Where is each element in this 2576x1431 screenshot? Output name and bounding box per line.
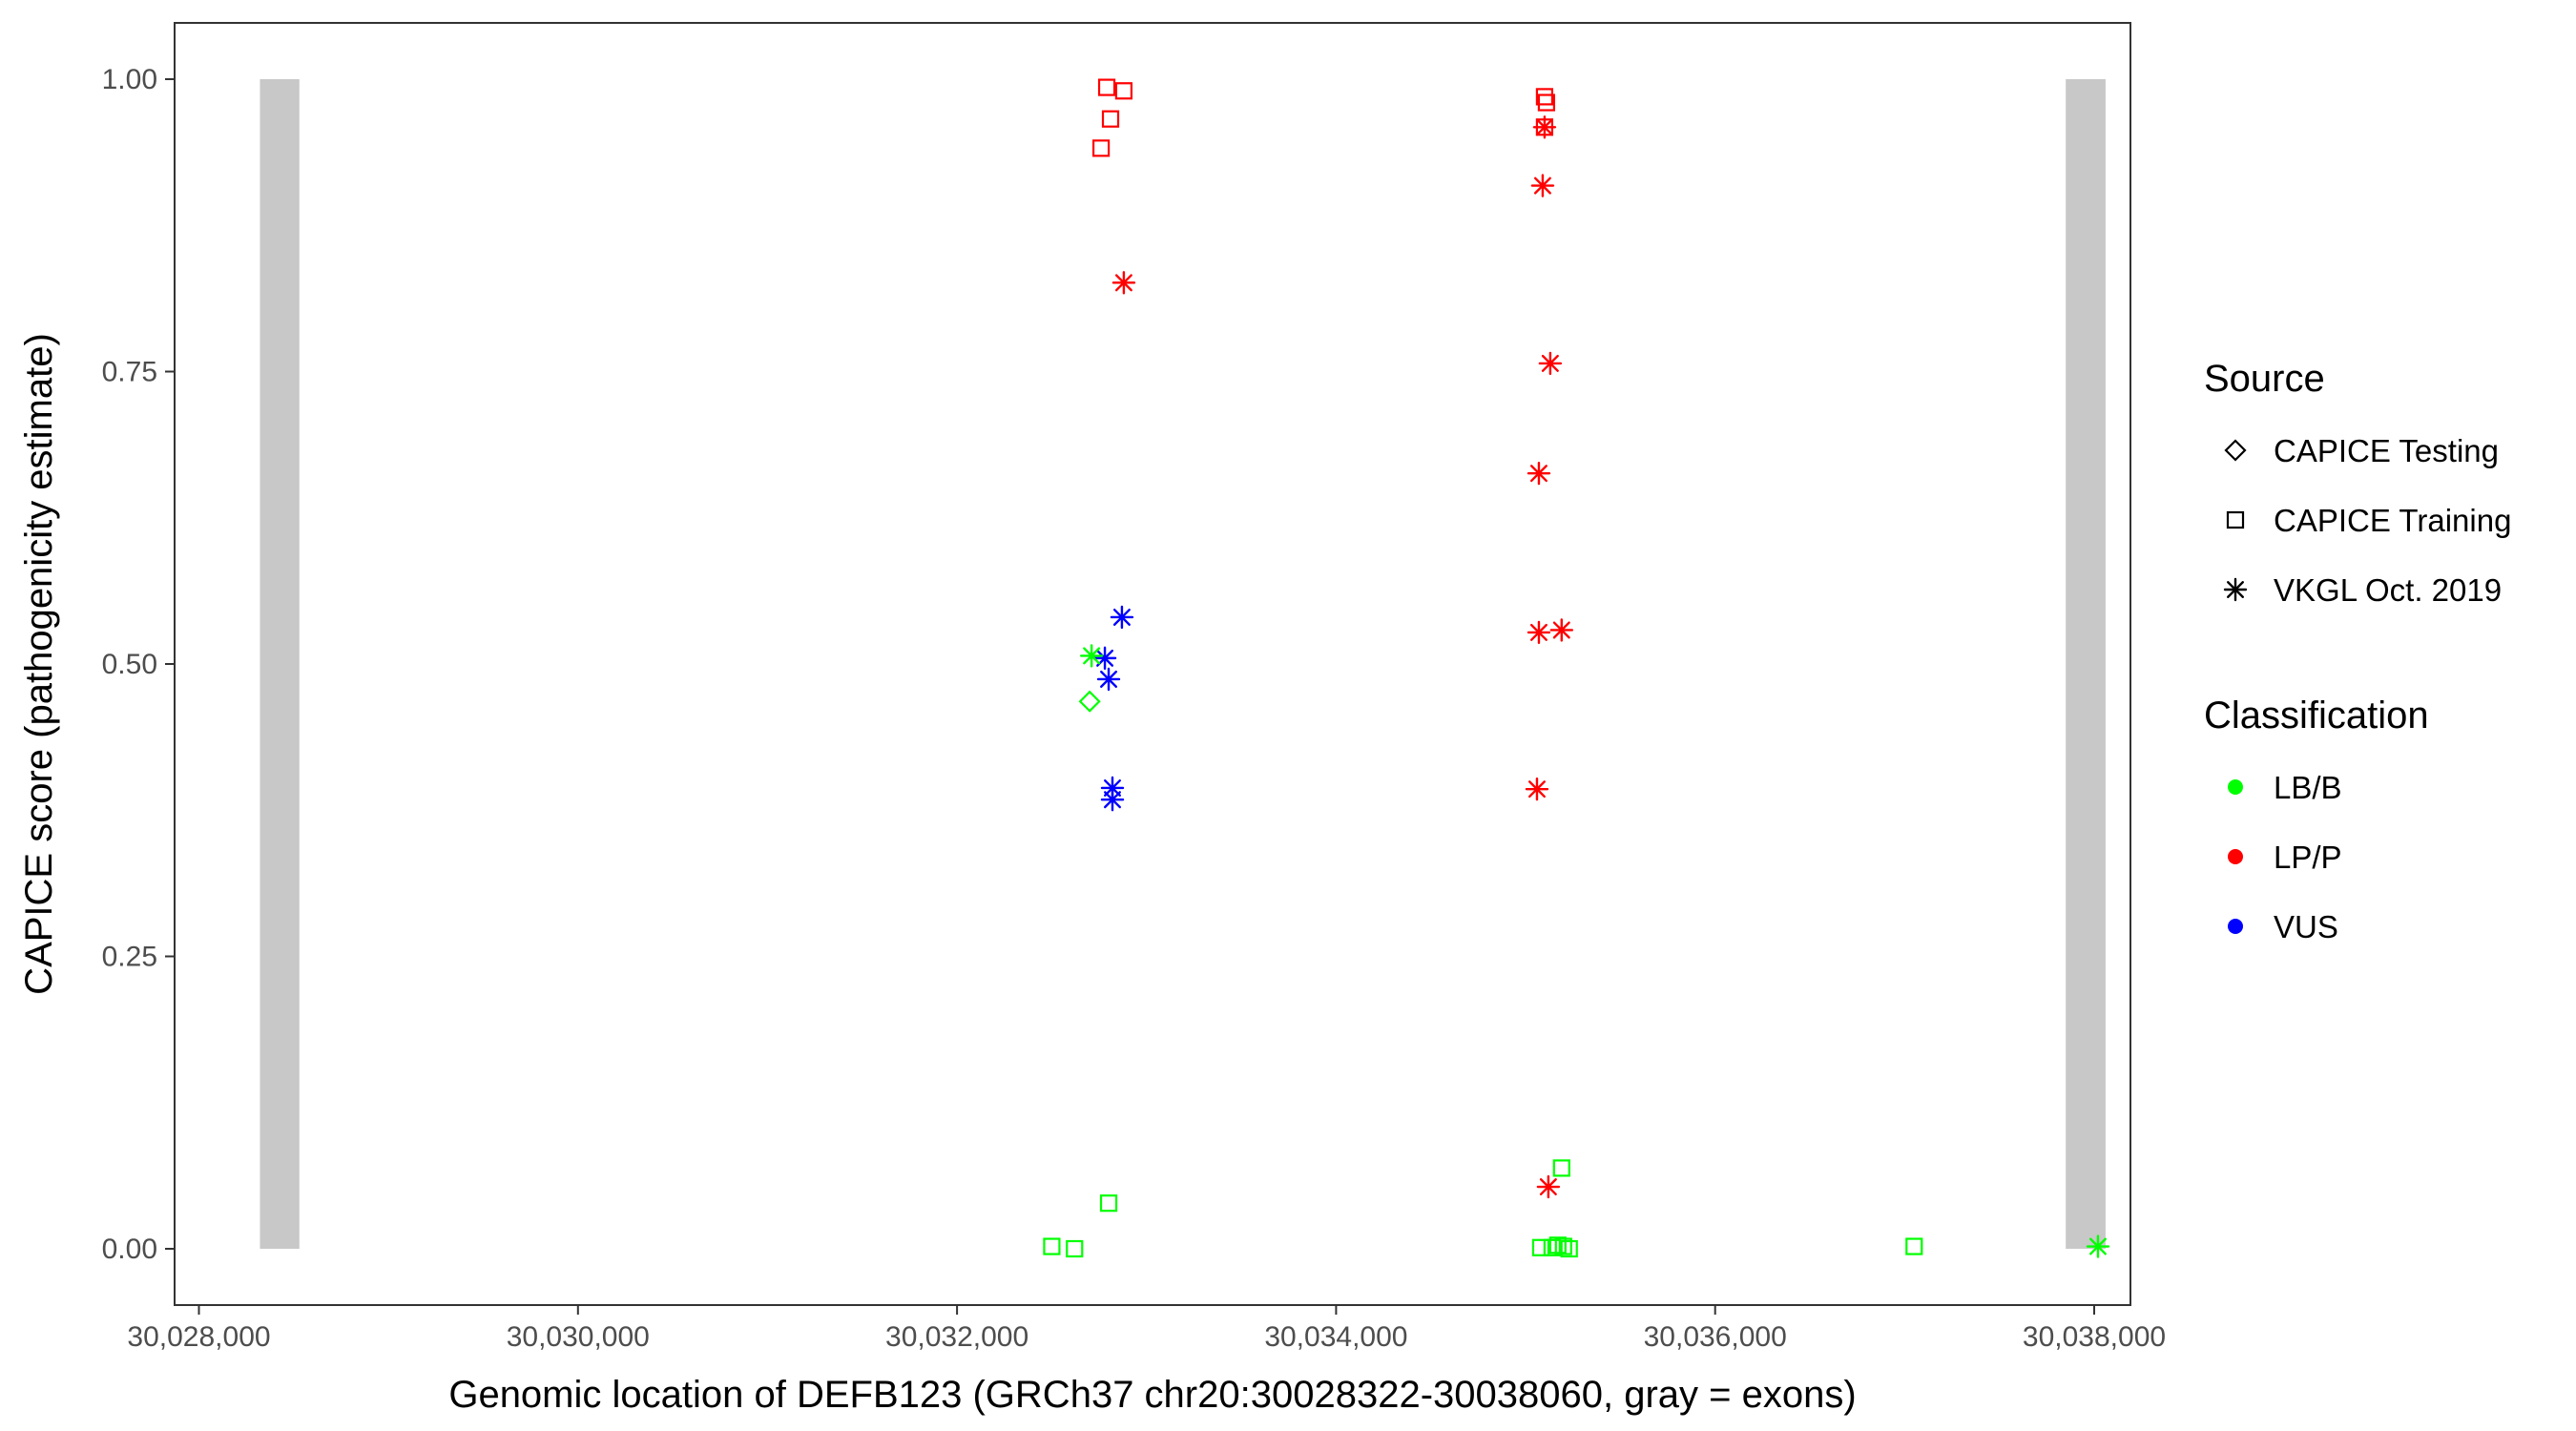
data-point bbox=[1905, 1237, 1923, 1255]
y-tick-label: 0.50 bbox=[102, 649, 157, 680]
data-point bbox=[1066, 1239, 1084, 1258]
data-point bbox=[1552, 1159, 1570, 1177]
data-point bbox=[1091, 139, 1111, 157]
exon-bar-2 bbox=[2066, 79, 2106, 1249]
legend-label: LB/B bbox=[2274, 770, 2342, 805]
data-point bbox=[1554, 1237, 1572, 1255]
data-point bbox=[1535, 88, 1554, 106]
exon-bars bbox=[260, 79, 2106, 1249]
legend-marker bbox=[2228, 849, 2243, 864]
legend-key bbox=[2228, 779, 2243, 795]
legend: Source CAPICE Testing CAPICE Training VKGL … bbox=[2204, 358, 2511, 944]
x-tick-label: 30,028,000 bbox=[127, 1321, 270, 1353]
exon-bar-1 bbox=[260, 79, 300, 1249]
legend-label: CAPICE Training bbox=[2274, 503, 2511, 538]
y-axis-title: CAPICE score (pathogenicity estimate) bbox=[18, 333, 60, 995]
data-point bbox=[1099, 1194, 1118, 1213]
x-tick-label: 30,038,000 bbox=[2023, 1321, 2166, 1353]
data-point bbox=[1537, 93, 1556, 112]
y-tick-label: 0.00 bbox=[102, 1234, 157, 1265]
plot-panel-border bbox=[174, 22, 2131, 1306]
legend-marker bbox=[2228, 919, 2243, 934]
data-point bbox=[1097, 78, 1116, 96]
axis-ticks: 30,028,000 30,030,000 30,032,000 30,034,000… bbox=[102, 64, 2166, 1353]
x-tick-label: 30,034,000 bbox=[1264, 1321, 1407, 1353]
data-point bbox=[1527, 461, 1551, 486]
y-tick-label: 0.75 bbox=[102, 357, 157, 388]
data-point bbox=[1560, 1239, 1578, 1258]
x-tick-label: 30,030,000 bbox=[507, 1321, 650, 1353]
data-point bbox=[1531, 1238, 1550, 1256]
legend-key bbox=[2223, 577, 2248, 602]
legend-key bbox=[2226, 510, 2245, 529]
data-point bbox=[1530, 174, 1555, 197]
legend-marker bbox=[2228, 779, 2243, 795]
data-points bbox=[1043, 78, 2110, 1258]
legend-title: Source bbox=[2204, 358, 2325, 400]
data-point bbox=[2086, 1234, 2110, 1258]
data-point bbox=[1079, 644, 1104, 668]
x-tick-label: 30,036,000 bbox=[1644, 1321, 1787, 1353]
data-point bbox=[1532, 115, 1557, 139]
legend-label: LP/P bbox=[2274, 840, 2342, 875]
data-point bbox=[1111, 271, 1136, 295]
data-point bbox=[1543, 1238, 1561, 1256]
y-tick-label: 1.00 bbox=[102, 64, 157, 95]
data-point bbox=[1100, 788, 1125, 812]
x-tick-label: 30,032,000 bbox=[885, 1321, 1028, 1353]
legend-label: CAPICE Testing bbox=[2274, 433, 2499, 468]
legend-title: Classification bbox=[2204, 695, 2429, 736]
data-point bbox=[1096, 667, 1121, 692]
y-tick-label: 0.25 bbox=[102, 942, 157, 973]
legend-marker bbox=[2226, 510, 2245, 529]
legend-key bbox=[2228, 849, 2243, 864]
legend-marker bbox=[2223, 577, 2248, 602]
data-point bbox=[1549, 618, 1573, 642]
legend-label: VKGL Oct. 2019 bbox=[2274, 572, 2502, 608]
legend-marker bbox=[2224, 439, 2247, 462]
data-point bbox=[1536, 1174, 1561, 1199]
x-axis-title: Genomic location of DEFB123 (GRCh37 chr2… bbox=[448, 1374, 1856, 1416]
data-point bbox=[1110, 605, 1134, 630]
data-point bbox=[1548, 1236, 1567, 1255]
legend-key bbox=[2228, 919, 2243, 934]
data-point bbox=[1527, 620, 1551, 645]
legend-label: VUS bbox=[2274, 909, 2338, 944]
data-point bbox=[1100, 776, 1125, 800]
data-point bbox=[1101, 110, 1120, 128]
data-point bbox=[1114, 82, 1133, 100]
legend-key bbox=[2224, 439, 2247, 462]
data-point bbox=[1043, 1237, 1061, 1255]
data-point bbox=[1538, 351, 1563, 376]
data-point bbox=[1525, 777, 1549, 801]
data-point bbox=[1078, 690, 1101, 713]
